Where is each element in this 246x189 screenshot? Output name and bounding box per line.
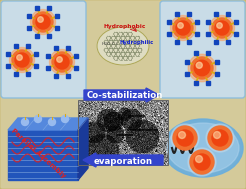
Ellipse shape: [163, 119, 243, 177]
Bar: [35, 6, 39, 10]
Polygon shape: [8, 118, 88, 130]
Circle shape: [171, 124, 199, 152]
Bar: [226, 12, 230, 16]
Bar: [206, 81, 210, 85]
Text: evaporation: evaporation: [93, 156, 153, 166]
FancyBboxPatch shape: [160, 1, 245, 98]
Bar: [46, 66, 50, 70]
Circle shape: [34, 115, 42, 122]
Circle shape: [212, 18, 232, 38]
Bar: [47, 6, 50, 10]
Bar: [206, 32, 210, 36]
Text: Parallel Assembly: Parallel Assembly: [10, 127, 67, 179]
Circle shape: [36, 15, 50, 29]
Bar: [26, 44, 30, 48]
Circle shape: [55, 55, 69, 69]
Bar: [167, 20, 171, 24]
Circle shape: [33, 12, 53, 32]
Polygon shape: [8, 130, 78, 180]
Polygon shape: [78, 118, 88, 180]
Circle shape: [48, 119, 56, 125]
Circle shape: [191, 57, 213, 79]
Ellipse shape: [97, 27, 149, 65]
Text: H$_2$O·C (: H$_2$O·C (: [101, 40, 119, 48]
Bar: [215, 72, 219, 76]
Bar: [55, 15, 59, 18]
Bar: [185, 60, 189, 64]
Circle shape: [31, 9, 56, 35]
Bar: [15, 72, 18, 76]
Circle shape: [215, 21, 229, 35]
Circle shape: [188, 54, 216, 82]
Circle shape: [38, 17, 43, 22]
Circle shape: [177, 130, 193, 146]
Circle shape: [190, 150, 214, 174]
Circle shape: [49, 50, 75, 74]
Bar: [206, 20, 210, 24]
Text: Hydrophilic: Hydrophilic: [120, 40, 154, 45]
Bar: [175, 40, 179, 44]
Bar: [185, 72, 189, 76]
Circle shape: [208, 126, 232, 150]
Bar: [195, 20, 199, 24]
Circle shape: [194, 154, 210, 170]
Circle shape: [21, 119, 29, 125]
Bar: [194, 51, 198, 55]
Text: Hydrophobic: Hydrophobic: [104, 24, 146, 29]
Bar: [215, 12, 218, 16]
Circle shape: [12, 50, 32, 70]
Bar: [175, 12, 179, 16]
Circle shape: [179, 132, 185, 139]
Circle shape: [176, 21, 190, 35]
FancyBboxPatch shape: [1, 1, 86, 98]
Circle shape: [214, 132, 220, 139]
Bar: [206, 51, 210, 55]
Circle shape: [57, 57, 62, 62]
Circle shape: [196, 62, 202, 68]
Circle shape: [217, 23, 222, 28]
Bar: [54, 74, 58, 78]
Circle shape: [188, 148, 216, 176]
Bar: [226, 40, 230, 44]
Circle shape: [170, 15, 196, 40]
Bar: [74, 54, 78, 58]
Circle shape: [196, 156, 202, 163]
Bar: [234, 20, 238, 24]
Bar: [26, 72, 30, 76]
Bar: [27, 15, 31, 18]
Circle shape: [178, 23, 183, 28]
Bar: [54, 46, 58, 50]
Bar: [6, 64, 10, 67]
Bar: [187, 12, 191, 16]
Circle shape: [212, 130, 228, 146]
Bar: [195, 32, 199, 36]
Circle shape: [10, 47, 34, 73]
Bar: [78, 100, 168, 165]
Bar: [34, 64, 38, 67]
Circle shape: [173, 18, 193, 38]
FancyArrow shape: [84, 88, 159, 102]
Bar: [74, 66, 78, 70]
Bar: [215, 60, 219, 64]
Circle shape: [194, 60, 210, 76]
Bar: [66, 74, 70, 78]
Circle shape: [206, 124, 234, 152]
Circle shape: [62, 115, 68, 122]
Bar: [215, 40, 218, 44]
Circle shape: [52, 52, 72, 72]
Bar: [46, 54, 50, 58]
Circle shape: [17, 55, 22, 60]
Circle shape: [210, 15, 234, 40]
Bar: [55, 26, 59, 29]
Bar: [34, 53, 38, 56]
FancyArrow shape: [83, 153, 163, 167]
Circle shape: [173, 126, 197, 150]
Bar: [35, 34, 39, 38]
Circle shape: [15, 53, 29, 67]
Bar: [187, 40, 191, 44]
Bar: [47, 34, 50, 38]
Bar: [15, 44, 18, 48]
Text: Co-stabilization: Co-stabilization: [87, 91, 163, 101]
Bar: [194, 81, 198, 85]
